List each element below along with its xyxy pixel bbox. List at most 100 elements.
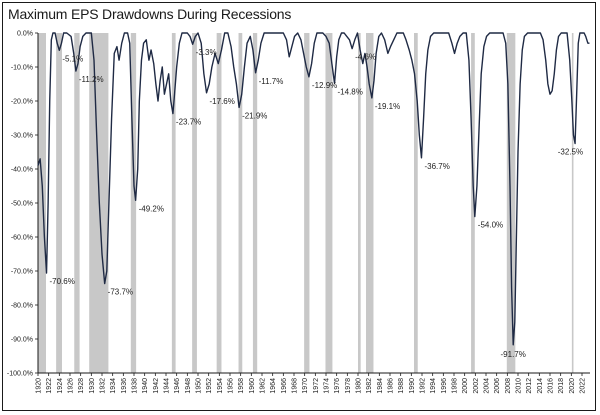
- data-label: -49.2%: [139, 204, 164, 213]
- data-label: -91.7%: [501, 350, 526, 359]
- recession-band: [238, 33, 243, 373]
- y-tick-label: -10.0%: [11, 65, 33, 72]
- x-tick-label: 1942: [153, 378, 160, 394]
- chart-title: Maximum EPS Drawdowns During Recessions: [8, 6, 292, 22]
- x-tick-label: 1992: [420, 378, 427, 394]
- recession-bands: [38, 33, 574, 373]
- x-tick-label: 2020: [569, 378, 576, 394]
- x-tick-label: 1948: [185, 378, 192, 394]
- x-tick-label: 2004: [484, 378, 491, 394]
- recession-band: [252, 33, 258, 373]
- recession-band: [130, 33, 137, 373]
- y-axis-ticks: 0.0% -10.0% -20.0% -30.0% -40.0% -50.0% -60.0%…: [7, 31, 38, 378]
- recession-band: [471, 33, 475, 373]
- x-tick-label: 1982: [366, 378, 373, 394]
- data-label: -14.8%: [338, 87, 363, 96]
- x-tick-label: 1946: [174, 378, 181, 394]
- x-tick-label: 1962: [260, 378, 267, 394]
- x-tick-label: 1998: [452, 378, 459, 394]
- x-tick-label: 1936: [121, 378, 128, 394]
- x-tick-label: 1964: [270, 378, 277, 394]
- x-tick-label: 1972: [313, 378, 320, 394]
- x-tick-label: 1928: [78, 378, 85, 394]
- x-tick-label: 1940: [142, 378, 149, 394]
- x-tick-label: 2012: [526, 378, 533, 394]
- y-tick-label: -40.0%: [11, 167, 33, 174]
- x-tick-label: 1924: [57, 378, 64, 394]
- x-tick-label: 2014: [537, 378, 544, 394]
- x-tick-label: 1980: [356, 378, 363, 394]
- data-label: -17.6%: [210, 97, 235, 106]
- x-tick-label: 1952: [206, 378, 213, 394]
- data-label: -23.7%: [176, 118, 201, 127]
- data-label: -73.7%: [108, 288, 133, 297]
- data-label: -32.5%: [558, 148, 583, 157]
- recession-band: [171, 33, 176, 373]
- data-label: -54.0%: [478, 221, 503, 230]
- recession-band: [366, 33, 374, 373]
- data-label: -12.9%: [312, 81, 337, 90]
- x-tick-label: 1938: [132, 378, 139, 394]
- x-tick-label: 1968: [292, 378, 299, 394]
- data-label: -21.9%: [242, 111, 267, 120]
- x-tick-label: 1922: [46, 378, 53, 394]
- recession-band: [74, 33, 80, 373]
- series-line: [37, 32, 590, 346]
- x-tick-label: 1932: [100, 378, 107, 394]
- x-tick-label: 1950: [196, 378, 203, 394]
- y-tick-label: -80.0%: [11, 303, 33, 310]
- recession-band: [358, 33, 361, 373]
- recession-band: [192, 33, 197, 373]
- x-tick-label: 1974: [324, 378, 331, 394]
- data-label: -3.3%: [196, 48, 217, 57]
- x-tick-label: 1956: [228, 378, 235, 394]
- x-tick-label: 1996: [441, 378, 448, 394]
- recession-band: [506, 33, 516, 373]
- x-tick-label: 1976: [334, 378, 341, 394]
- x-tick-label: 1988: [398, 378, 405, 394]
- x-tick-label: 2006: [494, 378, 501, 394]
- x-tick-label: 1978: [345, 378, 352, 394]
- data-labels: -70.6% -5.1% -11.2% -73.7% -49.2% -23.7% -3.3%…: [50, 48, 584, 359]
- y-tick-label: -30.0%: [11, 133, 33, 140]
- x-tick-label: 1970: [302, 378, 309, 394]
- x-tick-label: 2000: [462, 378, 469, 394]
- data-label: -4.6%: [355, 53, 376, 62]
- x-tick-label: 2010: [516, 378, 523, 394]
- x-tick-label: 1986: [388, 378, 395, 394]
- data-label: -11.2%: [79, 75, 104, 84]
- recession-band: [216, 33, 222, 373]
- x-tick-label: 1958: [238, 378, 245, 394]
- x-tick-label: 2018: [558, 378, 565, 394]
- x-tick-label: 2022: [580, 378, 587, 394]
- x-tick-label: 1920: [36, 378, 43, 394]
- x-tick-label: 1954: [217, 378, 224, 394]
- data-label: -5.1%: [62, 54, 83, 63]
- y-tick-label: -20.0%: [11, 99, 33, 106]
- x-tick-label: 2016: [548, 378, 555, 394]
- data-label: -19.1%: [375, 102, 400, 111]
- recession-band: [38, 33, 46, 373]
- data-label: -11.7%: [259, 77, 284, 86]
- x-tick-label: 2002: [473, 378, 480, 394]
- x-tick-label: 1966: [281, 378, 288, 394]
- x-tick-label: 1984: [377, 378, 384, 394]
- recession-band: [414, 33, 418, 373]
- y-tick-label: -50.0%: [11, 201, 33, 208]
- y-tick-label: 0.0%: [17, 31, 33, 38]
- y-tick-label: -70.0%: [11, 269, 33, 276]
- x-axis-ticks: 1920 1922 1924 1926 1928 1930 1932 1934 1936 1938…: [36, 373, 587, 394]
- recession-band: [56, 33, 62, 373]
- x-tick-label: 1960: [249, 378, 256, 394]
- recession-band: [325, 33, 333, 373]
- recession-band: [304, 33, 310, 373]
- y-tick-label: -60.0%: [11, 235, 33, 242]
- x-tick-label: 2008: [505, 378, 512, 394]
- x-tick-label: 1994: [430, 378, 437, 394]
- recession-band: [571, 33, 574, 373]
- x-tick-label: 1930: [89, 378, 96, 394]
- data-label: -70.6%: [50, 277, 75, 286]
- x-tick-label: 1990: [409, 378, 416, 394]
- data-label: -36.7%: [424, 162, 449, 171]
